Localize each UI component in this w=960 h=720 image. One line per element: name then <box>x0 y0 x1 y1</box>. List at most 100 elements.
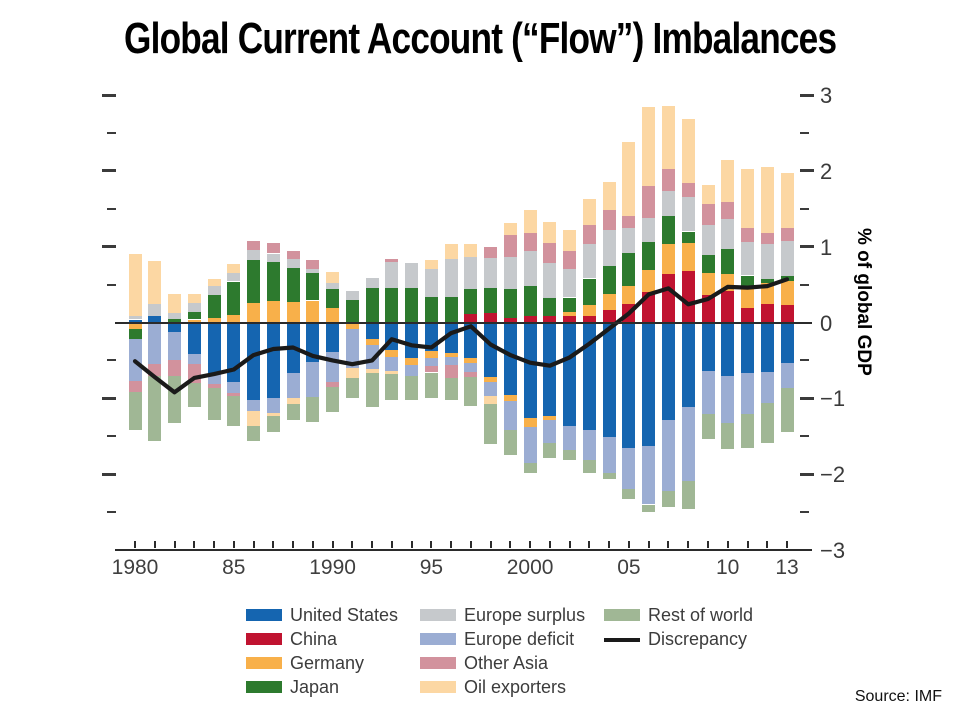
bar-segment-europe-deficit <box>128 339 142 381</box>
bar-segment-rest-of-world <box>187 383 201 407</box>
bar-segment-oil-exporters <box>681 118 695 183</box>
bar-segment-europe-deficit <box>148 322 162 365</box>
bar-segment-united-states <box>306 322 320 362</box>
bar-segment-germany <box>760 283 774 305</box>
plot-area <box>115 95 807 550</box>
x-tick <box>726 541 729 548</box>
bar-segment-rest-of-world <box>306 396 320 422</box>
x-tick <box>351 541 354 548</box>
y-tick-right <box>800 396 814 400</box>
bar-segment-rest-of-world <box>365 372 379 407</box>
bar-segment-europe-surplus <box>345 290 359 300</box>
x-tick <box>193 541 196 548</box>
bar-segment-other-asia <box>543 242 557 263</box>
legend: United States China Germany Japan Europe sur… <box>0 604 960 704</box>
bar-segment-oil-exporters <box>424 259 438 270</box>
bar-segment-europe-surplus <box>563 269 577 298</box>
bar-segment-japan <box>385 287 399 323</box>
x-tick <box>509 541 512 548</box>
bar-segment-germany <box>741 288 754 309</box>
bar-segment-europe-deficit <box>247 399 260 412</box>
bar-segment-united-states <box>503 322 517 395</box>
bar-segment-rest-of-world <box>464 377 478 406</box>
bar-segment-germany <box>661 243 675 274</box>
bar-segment-china <box>661 274 675 323</box>
legend-label: Discrepancy <box>648 629 748 649</box>
y-axis-label: −3 <box>820 538 846 563</box>
y-tick-left <box>107 359 116 362</box>
bar-segment-germany <box>701 273 715 296</box>
bar-segment-europe-surplus <box>484 258 498 289</box>
bar-segment-europe-deficit <box>484 382 498 396</box>
bar-segment-united-states <box>523 322 537 418</box>
bar-segment-china <box>760 304 774 323</box>
bar-segment-rest-of-world <box>424 372 438 399</box>
bar-segment-europe-deficit <box>543 419 557 444</box>
bar-segment-oil-exporters <box>602 182 616 211</box>
y-axis-label: −1 <box>820 386 846 412</box>
bar-segment-oil-exporters <box>523 209 537 233</box>
x-tick <box>667 541 670 548</box>
bar-segment-rest-of-world <box>721 422 735 450</box>
legend-swatch <box>420 681 456 693</box>
bar-segment-japan <box>642 242 656 271</box>
bar-segment-oil-exporters <box>187 294 201 303</box>
bar-segment-oil-exporters <box>701 184 715 205</box>
bar-segment-other-asia <box>602 210 616 230</box>
bar-segment-china <box>721 290 735 323</box>
bar-segment-united-states <box>187 322 201 355</box>
legend-item-oil-exporters: Oil exporters <box>420 676 590 700</box>
bar-segment-other-asia <box>306 260 320 269</box>
y-tick-right <box>800 511 809 514</box>
bar-segment-other-asia <box>187 364 201 384</box>
bar-segment-united-states <box>543 322 557 416</box>
bar-segment-japan <box>227 281 241 315</box>
bar-segment-oil-exporters <box>444 243 458 259</box>
bar-segment-oil-exporters <box>464 243 478 258</box>
bar-segment-united-states <box>444 322 458 353</box>
bar-segment-europe-surplus <box>365 277 379 288</box>
y-tick-left <box>102 472 116 476</box>
legend-item-japan: Japan <box>246 676 416 700</box>
bar-segment-germany <box>563 311 577 317</box>
bar-segment-japan <box>622 252 636 287</box>
bar-segment-oil-exporters <box>247 411 260 427</box>
bar-segment-united-states <box>326 322 340 353</box>
bar-segment-europe-deficit <box>721 376 735 423</box>
bar-segment-japan <box>286 267 300 302</box>
bar-segment-rest-of-world <box>128 392 142 431</box>
x-tick <box>252 541 255 548</box>
bar-segment-oil-exporters <box>543 221 557 243</box>
bar-segment-united-states <box>622 322 636 448</box>
x-tick <box>410 541 413 548</box>
y-tick-right <box>800 131 809 134</box>
x-tick <box>746 541 749 548</box>
bar-segment-china <box>681 270 695 323</box>
y-tick-right <box>800 93 814 97</box>
bar-segment-germany <box>424 351 438 359</box>
bar-segment-united-states <box>721 322 735 377</box>
bar-segment-germany <box>306 300 320 323</box>
legend-item-other-asia: Other Asia <box>420 652 590 676</box>
legend-swatch <box>246 633 282 645</box>
bar-segment-oil-exporters <box>148 261 162 305</box>
bar-segment-europe-deficit <box>780 362 794 388</box>
bar-segment-japan <box>582 278 596 305</box>
y-tick-left <box>107 131 116 134</box>
bar-segment-japan <box>326 289 340 309</box>
bar-segment-europe-deficit <box>602 437 616 474</box>
bar-segment-europe-surplus <box>622 227 636 253</box>
bar-segment-europe-deficit <box>168 331 181 360</box>
bar-segment-europe-deficit <box>345 328 359 368</box>
bar-segment-germany <box>266 301 280 323</box>
bar-segment-europe-deficit <box>760 371 774 403</box>
bar-segment-oil-exporters <box>286 398 300 404</box>
bar-segment-other-asia <box>741 227 754 243</box>
bar-segment-japan <box>464 289 478 315</box>
bar-segment-united-states <box>701 322 715 371</box>
bar-segment-japan <box>503 289 517 318</box>
y-axis-label: 3 <box>820 83 833 108</box>
bar-segment-rest-of-world <box>444 377 458 400</box>
legend-label: Oil exporters <box>464 677 567 697</box>
bar-segment-japan <box>780 276 794 281</box>
